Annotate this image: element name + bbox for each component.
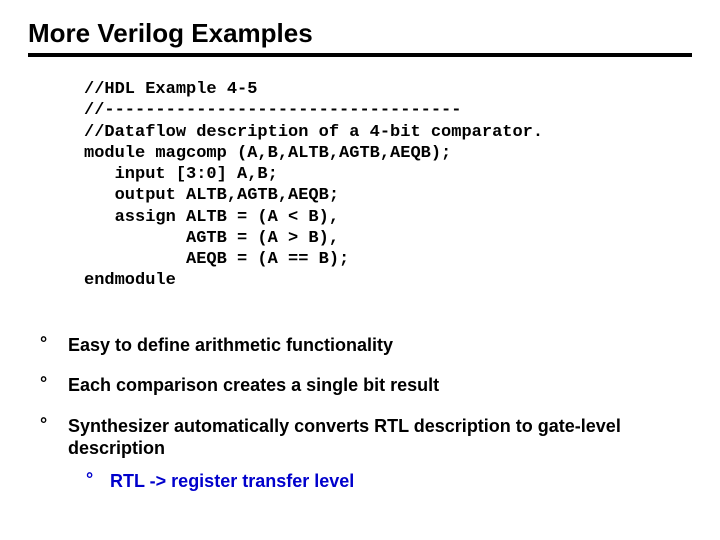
- bullet-text: Each comparison creates a single bit res…: [68, 375, 439, 395]
- bullet-item: Synthesizer automatically converts RTL d…: [40, 415, 692, 493]
- code-block: //HDL Example 4-5 //--------------------…: [84, 79, 692, 292]
- sub-bullet-text: RTL -> register transfer level: [110, 471, 354, 491]
- bullet-item: Easy to define arithmetic functionality: [40, 334, 692, 357]
- bullet-item: Each comparison creates a single bit res…: [40, 374, 692, 397]
- sub-bullet-list: RTL -> register transfer level: [86, 470, 692, 493]
- sub-bullet-item: RTL -> register transfer level: [86, 470, 692, 493]
- bullet-text: Synthesizer automatically converts RTL d…: [68, 416, 621, 459]
- bullet-text: Easy to define arithmetic functionality: [68, 335, 393, 355]
- slide-title: More Verilog Examples: [28, 18, 692, 49]
- bullet-list: Easy to define arithmetic functionality …: [40, 334, 692, 493]
- title-underline: [28, 53, 692, 57]
